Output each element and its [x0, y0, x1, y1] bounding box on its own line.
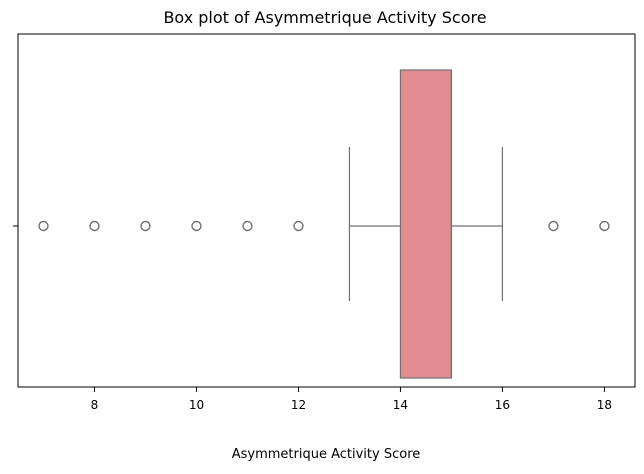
x-axis-ticks: 8 10 12 14 16 18: [91, 387, 612, 412]
x-tick-label: 16: [495, 398, 510, 412]
outlier-point-1: [89, 220, 100, 232]
outlier-point-6: [548, 220, 559, 232]
outlier-point-0: [38, 220, 49, 232]
x-tick-label: 14: [393, 398, 408, 412]
x-tick-label: 8: [91, 398, 99, 412]
x-tick-label: 10: [189, 398, 204, 412]
plot-content: [38, 69, 610, 379]
x-axis-label: Asymmetrique Activity Score: [232, 447, 421, 462]
outlier-point-7: [599, 220, 610, 232]
x-tick-label: 18: [597, 398, 612, 412]
x-tick-label: 12: [291, 398, 306, 412]
outlier-point-2: [140, 220, 151, 232]
chart-title: Box plot of Asymmetrique Activity Score: [163, 8, 486, 27]
outlier-point-3: [191, 220, 202, 232]
plot-frame: [17, 33, 636, 388]
outlier-point-4: [242, 220, 253, 232]
outlier-point-5: [293, 220, 304, 232]
interquartile-box: [399, 69, 453, 379]
